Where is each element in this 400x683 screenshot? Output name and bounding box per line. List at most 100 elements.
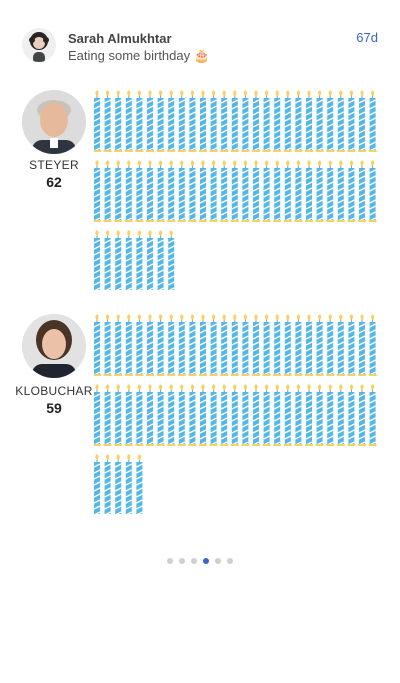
candle	[326, 160, 335, 222]
candle	[177, 314, 186, 376]
candle	[220, 90, 229, 152]
candle	[273, 90, 282, 152]
candle	[230, 90, 239, 152]
candle	[114, 230, 122, 290]
story-status: Eating some birthday 🎂	[68, 48, 210, 63]
candle	[157, 230, 164, 290]
candle	[114, 454, 122, 514]
candle	[283, 384, 292, 446]
candle	[199, 160, 207, 222]
candle	[103, 314, 112, 376]
candle	[103, 90, 112, 152]
candle	[104, 454, 111, 514]
candle	[305, 384, 313, 446]
candle	[167, 384, 176, 446]
candle	[305, 160, 313, 222]
candle	[358, 314, 366, 376]
pagination-dots[interactable]	[0, 558, 400, 564]
candidate-age: 59	[46, 400, 62, 416]
candidate-name: KLOBUCHAR	[15, 384, 93, 398]
candle	[283, 314, 292, 376]
candle	[294, 384, 303, 446]
candle	[94, 454, 101, 514]
candle	[156, 384, 165, 446]
pagination-dot[interactable]	[179, 558, 185, 564]
pagination-dot[interactable]	[215, 558, 221, 564]
candle	[294, 160, 303, 222]
candle	[114, 314, 123, 376]
candidate-name: STEYER	[29, 158, 79, 172]
candle	[273, 314, 282, 376]
pagination-dot[interactable]	[203, 558, 209, 564]
candle	[156, 90, 165, 152]
candle	[136, 454, 143, 514]
candle	[103, 384, 112, 446]
candle	[241, 160, 250, 222]
candle-grid	[94, 90, 384, 290]
candle	[305, 90, 313, 152]
pagination-dot[interactable]	[191, 558, 197, 564]
candle	[124, 314, 133, 376]
candle	[146, 230, 154, 290]
candidate-photo	[22, 314, 86, 378]
candle	[315, 90, 324, 152]
candle	[273, 160, 282, 222]
candle	[305, 314, 313, 376]
candle	[125, 454, 133, 514]
candle	[188, 384, 197, 446]
candle	[230, 160, 239, 222]
candidate-photo	[22, 90, 86, 154]
candle	[114, 90, 123, 152]
candle	[167, 160, 176, 222]
candle	[368, 384, 377, 446]
user-name[interactable]: Sarah Almukhtar	[68, 31, 172, 46]
candle	[188, 314, 197, 376]
candle	[368, 90, 377, 152]
candle	[294, 314, 303, 376]
candle	[283, 90, 292, 152]
candle	[209, 160, 218, 222]
candle	[368, 160, 377, 222]
candle	[103, 160, 112, 222]
candle	[146, 90, 154, 152]
candle	[368, 314, 377, 376]
candle	[146, 160, 154, 222]
candle	[114, 160, 123, 222]
candle	[220, 160, 229, 222]
candle	[336, 314, 345, 376]
candle	[188, 160, 197, 222]
candle	[94, 230, 101, 290]
candle	[230, 314, 239, 376]
candle	[326, 90, 335, 152]
pagination-dot[interactable]	[167, 558, 173, 564]
candle	[209, 384, 218, 446]
candle	[252, 160, 260, 222]
candle	[135, 90, 144, 152]
candle	[347, 90, 356, 152]
candle	[146, 314, 154, 376]
candle	[124, 160, 133, 222]
candle	[358, 384, 366, 446]
pagination-dot[interactable]	[227, 558, 233, 564]
candle	[262, 384, 271, 446]
candle	[209, 90, 218, 152]
candle	[156, 160, 165, 222]
user-avatar[interactable]	[22, 28, 56, 62]
candle	[347, 314, 356, 376]
candle	[294, 90, 303, 152]
candle	[199, 90, 207, 152]
candle	[315, 314, 324, 376]
candle	[135, 160, 144, 222]
candle	[177, 160, 186, 222]
candle	[220, 314, 229, 376]
candle	[220, 384, 229, 446]
candle	[262, 160, 271, 222]
candidate-age: 62	[46, 174, 62, 190]
candle	[315, 384, 324, 446]
candle	[358, 90, 366, 152]
candle	[167, 230, 175, 290]
candle	[156, 314, 165, 376]
candle	[177, 90, 186, 152]
candle	[209, 314, 218, 376]
candle	[336, 90, 345, 152]
